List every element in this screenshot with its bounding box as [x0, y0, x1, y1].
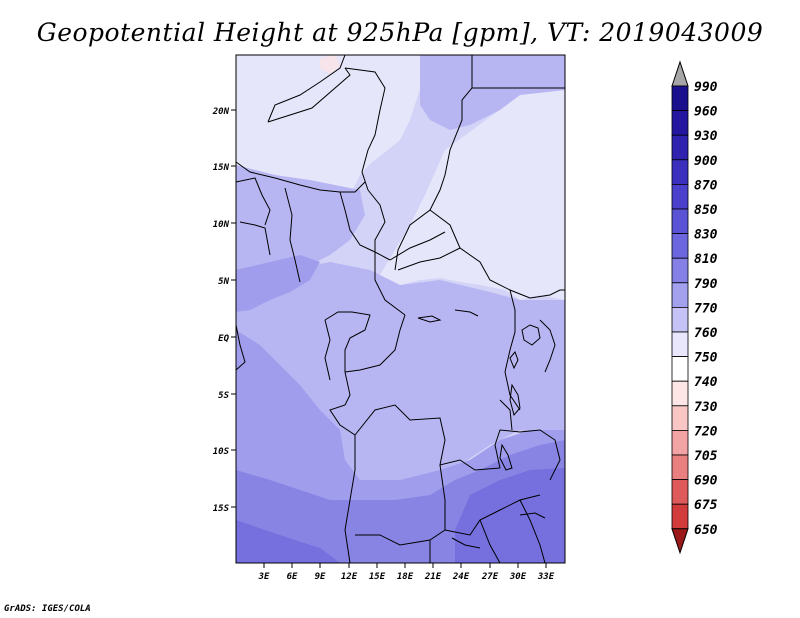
field-region-midlight-northeast	[420, 55, 565, 130]
colorbar-label: 790	[694, 277, 718, 292]
colorbar-segment	[671, 380, 689, 407]
colorbar-segment	[671, 429, 689, 456]
colorbar: 990 960 930 900 870 850 830 810 790 770 760 750 740 7…	[671, 60, 718, 555]
map-panel	[235, 54, 566, 564]
colorbar-label: 960	[694, 105, 718, 120]
colorbar-segment	[671, 331, 689, 358]
field-region-midlight-west	[236, 165, 365, 282]
colorbar-segment	[671, 479, 689, 505]
field-region-pinkish	[320, 55, 340, 74]
colorbar-label: 705	[694, 449, 718, 464]
lat-label: 15N	[213, 163, 230, 173]
colorbar-label: 730	[694, 400, 718, 415]
colorbar-label: 740	[694, 375, 718, 390]
country-borders	[235, 54, 565, 564]
colorbar-label: 990	[694, 80, 718, 95]
colorbar-label: 770	[694, 301, 718, 316]
lon-label: 12E	[341, 572, 358, 582]
lat-label: 10N	[213, 220, 230, 230]
lat-label: 15S	[213, 504, 230, 514]
colorbar-label: 650	[694, 523, 718, 538]
colorbar-segment	[671, 159, 689, 185]
lat-label: 5N	[218, 277, 229, 287]
lon-label: 15E	[369, 572, 386, 582]
map-frame	[235, 54, 566, 564]
lat-label: 10S	[213, 447, 230, 457]
colorbar-label: 690	[694, 474, 718, 489]
lon-labels: 3E 6E 9E 12E 15E 18E 21E 24E 27E 30E 33E	[258, 572, 555, 582]
lon-label: 30E	[509, 572, 527, 582]
colorbar-label: 900	[694, 154, 718, 169]
colorbar-label: 750	[694, 351, 718, 366]
colorbar-label: 720	[694, 424, 718, 439]
colorbar-segment	[671, 356, 689, 382]
colorbar-segment	[671, 134, 689, 161]
lat-labels: 20N 15N 10N 5N EQ 5S 10S 15S	[212, 107, 230, 514]
lon-label: 18E	[397, 572, 414, 582]
colorbar-label: 930	[694, 129, 718, 144]
lat-label: 20N	[212, 107, 230, 117]
colorbar-label: 830	[694, 228, 718, 243]
lon-label: 27E	[481, 572, 499, 582]
colorbar-label: 870	[694, 178, 718, 193]
lon-label: 24E	[452, 572, 470, 582]
colorbar-top-arrow	[671, 60, 689, 87]
colorbar-bottom-arrow	[671, 528, 689, 555]
colorbar-segment	[671, 454, 689, 481]
lon-label: 6E	[287, 572, 298, 582]
colorbar-label: 850	[694, 203, 718, 218]
chart-title: Geopotential Height at 925hPa [gpm], VT:…	[36, 18, 764, 47]
colorbar-segment	[671, 110, 689, 136]
field-region-lightest-east	[380, 90, 565, 300]
lon-label: 9E	[315, 572, 326, 582]
lon-label: 21E	[424, 572, 442, 582]
colorbar-segment	[671, 257, 689, 284]
lon-label: 3E	[258, 572, 270, 582]
field-region-mid-west	[236, 255, 320, 312]
lat-label: 5S	[218, 391, 229, 401]
lat-label: EQ	[218, 334, 229, 344]
lon-axis	[263, 563, 547, 568]
colorbar-segment	[671, 503, 689, 530]
field-region-deepest-southwest	[236, 520, 340, 563]
lat-axis	[231, 109, 236, 508]
colorbar-segment	[671, 306, 689, 333]
colorbar-segment	[671, 85, 689, 112]
colorbar-label: 760	[694, 326, 718, 341]
colorbar-segment	[671, 233, 689, 259]
lon-label: 33E	[537, 572, 555, 582]
colorbar-label: 810	[694, 252, 718, 267]
lakes	[417, 309, 541, 471]
colorbar-segment	[671, 208, 689, 235]
colorbar-segment	[671, 405, 689, 431]
colorbar-segment	[671, 183, 689, 210]
colorbar-segment	[671, 282, 689, 308]
colorbar-label: 675	[694, 498, 718, 513]
credit-text: GrADS: IGES/COLA	[4, 604, 91, 614]
